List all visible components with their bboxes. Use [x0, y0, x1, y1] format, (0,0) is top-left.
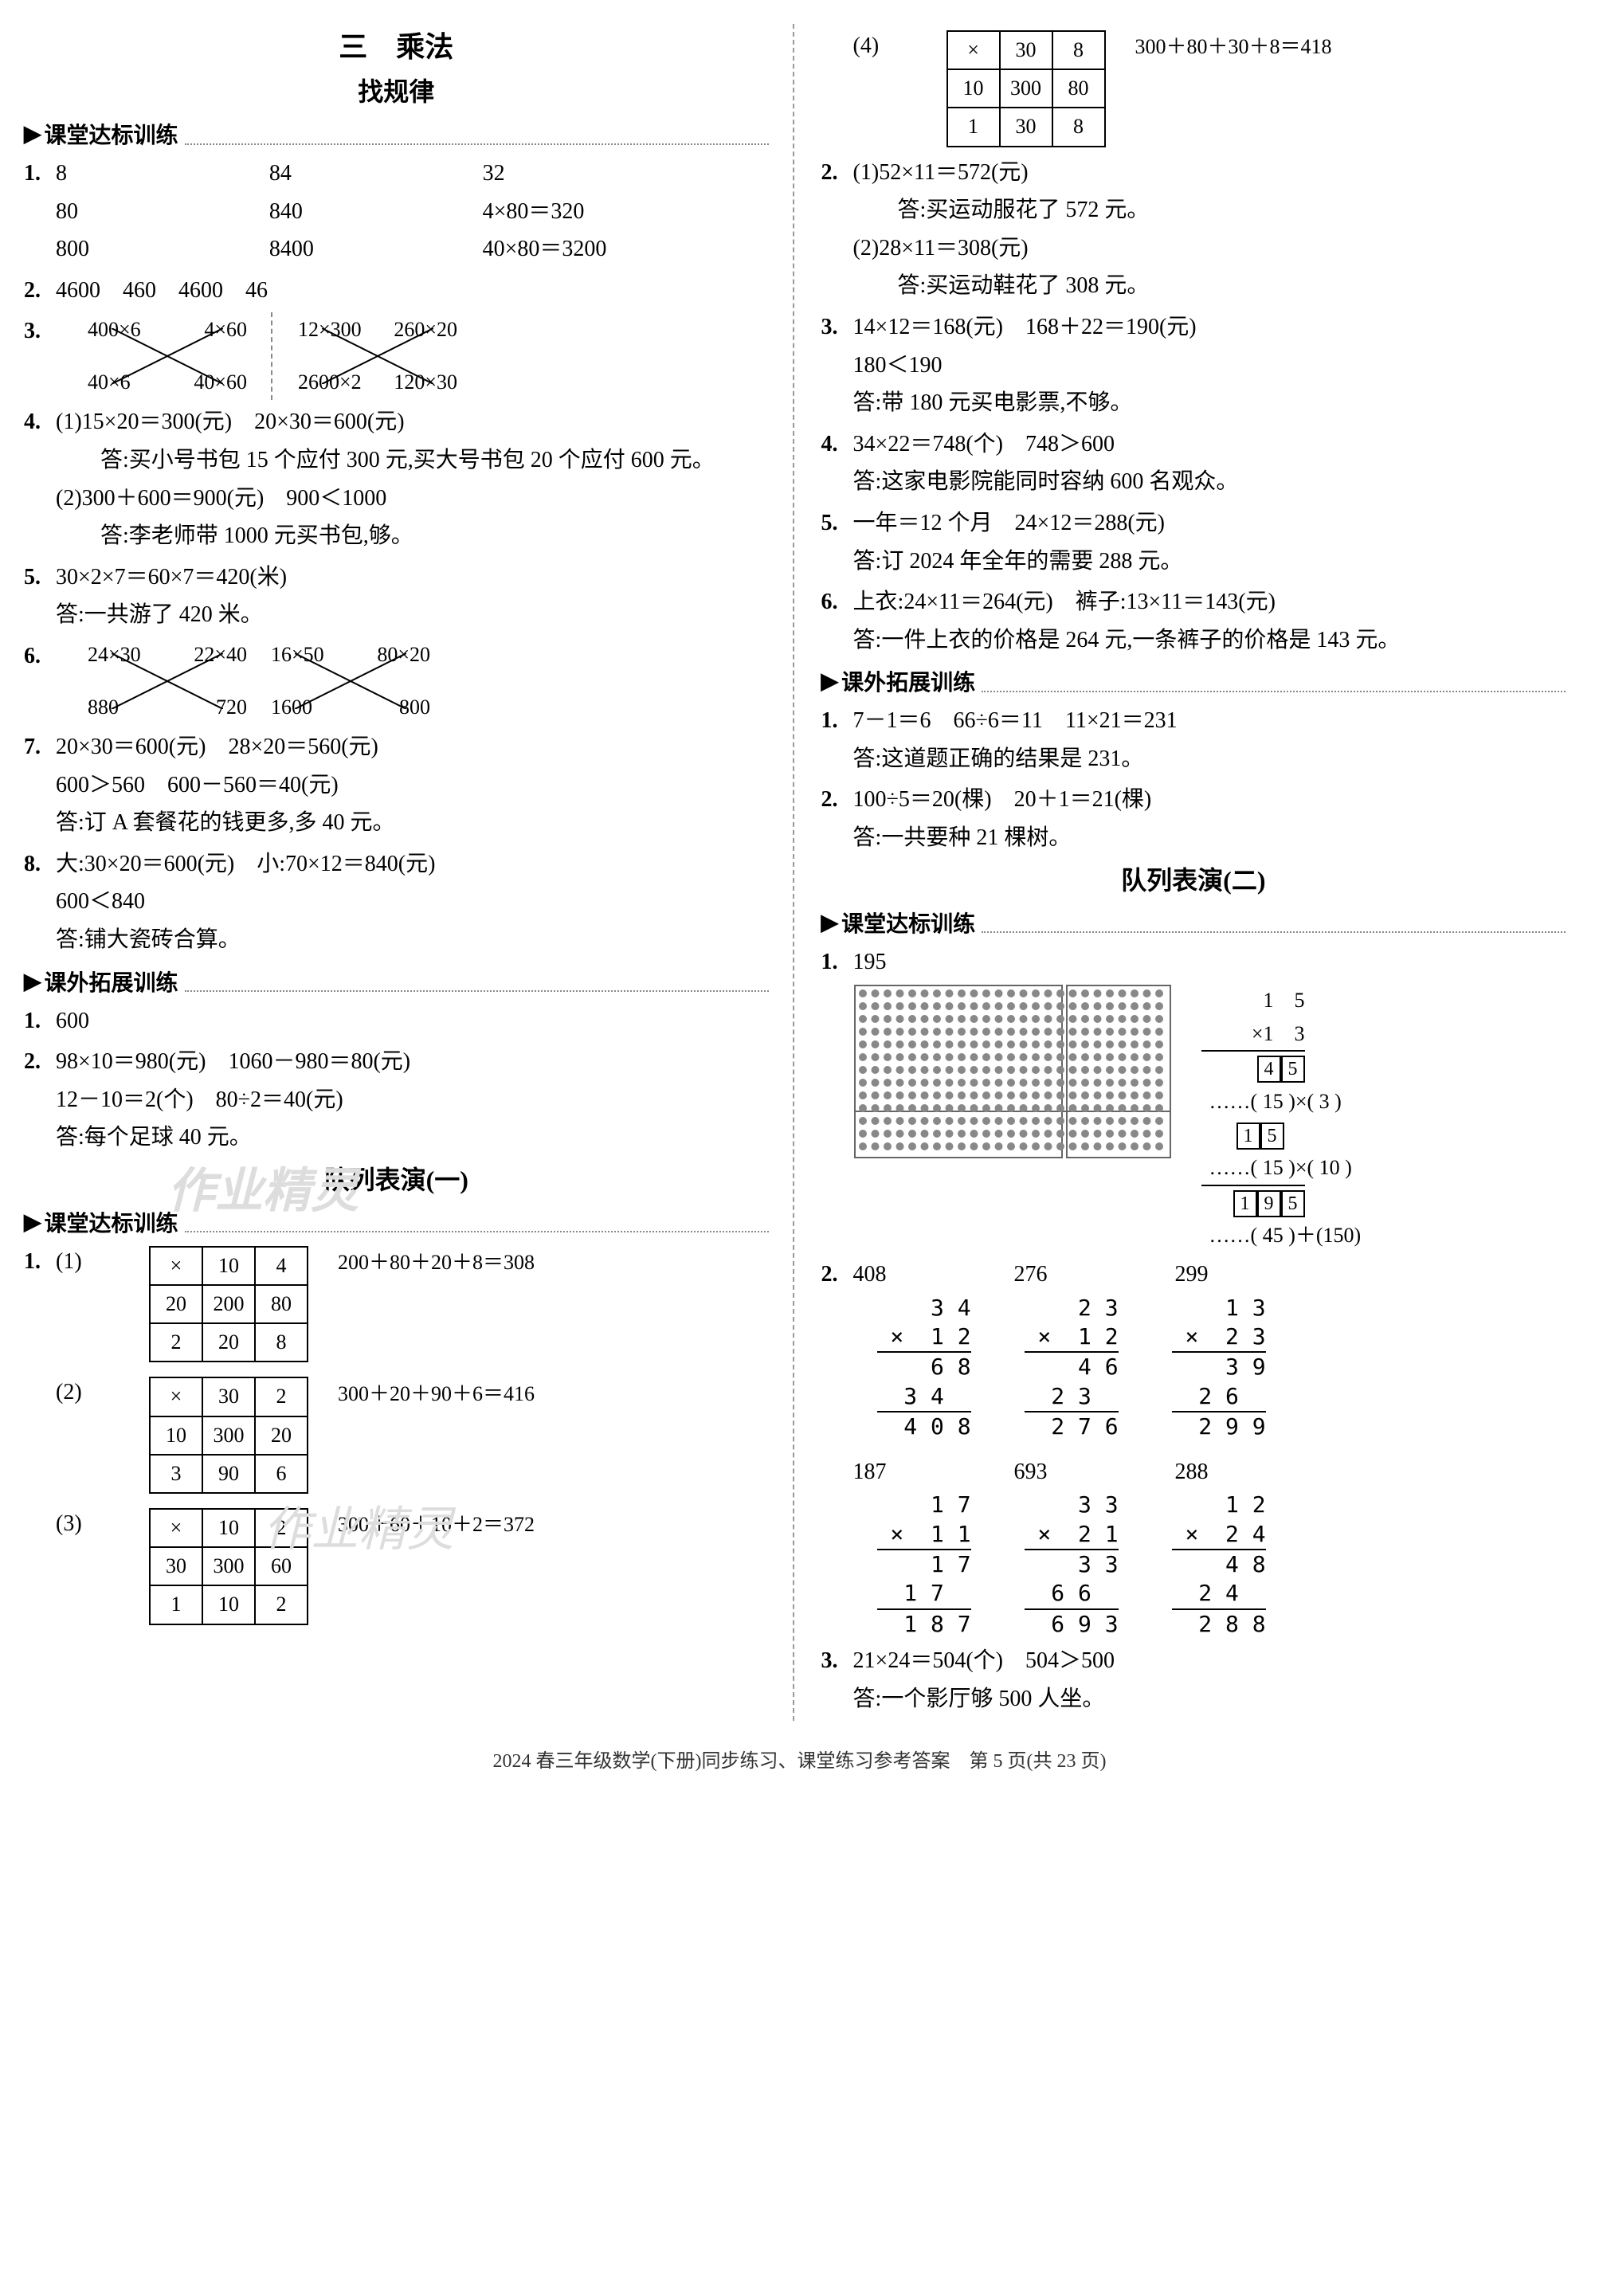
vertical-mult: 2 3 × 1 2 4 6 2 3 2 7 6 — [1025, 1294, 1119, 1442]
item-num: 1. — [24, 155, 56, 268]
subtitle: 找规律 — [24, 72, 769, 108]
table-eq: 200＋80＋20＋8＝308 — [338, 1245, 535, 1280]
kw2-content: 98×10＝980(元) 1060－980＝80(元) 12－10＝2(个) 8… — [56, 1043, 769, 1157]
watermark-icon: 作业精灵 — [167, 1152, 359, 1221]
dq1: 195 — [853, 943, 1566, 981]
kw1-content: 600 — [56, 1002, 769, 1040]
column-divider-icon — [793, 24, 798, 1721]
left-column: 三 乘法 找规律 ▶ 课堂达标训练 1. 88432 808404×80＝320… — [24, 24, 769, 1721]
arrow-icon: ▶ — [821, 668, 839, 695]
table-eq: 300＋80＋30＋8＝418 — [1135, 29, 1332, 65]
section-kewai-1: ▶ 课外拓展训练 — [24, 966, 769, 997]
mult-table-1: ×104 2020080 2208 — [149, 1246, 308, 1363]
arrow-icon: ▶ — [24, 968, 41, 995]
q3-cross-group: 400×6 4×60 40×6 40×60 12×300 260×20 2600… — [88, 312, 769, 400]
cross-diagram: 12×300 260×20 2600×2 120×30 — [298, 312, 457, 400]
arrow-icon: ▶ — [24, 120, 41, 147]
cross-diagram: 400×6 4×60 40×6 40×60 — [88, 312, 247, 400]
cross-lines-icon — [322, 328, 433, 384]
chapter-title: 三 乘法 — [24, 24, 769, 65]
q2-content: 4600 460 4600 46 — [56, 272, 769, 310]
rkw1: 7－1＝6 66÷6＝11 11×21＝231 答:这道题正确的结果是 231。 — [853, 702, 1566, 778]
vertical-mult: 1 7 × 1 1 1 7 1 7 1 8 7 — [877, 1491, 971, 1639]
rq6-content: 上衣:24×11＝264(元) 裤子:13×11＝143(元) 答:一件上衣的价… — [853, 583, 1566, 659]
cross-diagram: 16×50 80×20 1600 800 — [271, 637, 430, 725]
section-ketang-3: ▶ 课堂达标训练 — [821, 907, 1566, 938]
vertical-mult: 3 3 × 2 1 3 3 6 6 6 9 3 — [1025, 1491, 1119, 1639]
section-ketang-1: ▶ 课堂达标训练 — [24, 118, 769, 150]
section-label: 课外拓展训练 — [841, 665, 975, 697]
dot-array-icon — [853, 984, 1172, 1159]
rq4-content: 34×22＝748(个) 748＞600 答:这家电影院能同时容纳 600 名观… — [853, 425, 1566, 501]
vertical-mult-boxes: 1 5 ×1 3 45 ……( 15 )×( 3 ) 15 ……( 15 )×(… — [1201, 984, 1305, 1252]
cross-lines-icon — [295, 653, 406, 709]
arrow-icon: ▶ — [24, 1209, 41, 1236]
q8-content: 大:30×20＝600(元) 小:70×12＝840(元) 600＜840 答:… — [56, 845, 769, 959]
cross-lines-icon — [112, 328, 223, 384]
rq2-content: (1)52×11＝572(元) 答:买运动服花了 572 元。 (2)28×11… — [853, 154, 1566, 305]
q1-content: 88432 808404×80＝320 800840040×80＝3200 — [56, 155, 769, 268]
section-label: 课堂达标训练 — [45, 1206, 178, 1238]
dq2-content: 408 276 299 3 4 × 1 2 6 8 3 4 4 0 8 — [853, 1256, 1566, 1639]
section-label: 课堂达标训练 — [45, 118, 178, 150]
arrow-icon: ▶ — [821, 909, 839, 936]
dot-mult-work: 1 5 ×1 3 45 ……( 15 )×( 3 ) 15 ……( 15 )×(… — [821, 984, 1566, 1252]
section-label: 课外拓展训练 — [45, 966, 178, 997]
section-ketang-2: ▶ 课堂达标训练 — [24, 1206, 769, 1238]
page-footer: 2024 春三年级数学(下册)同步练习、课堂练习参考答案 第 5 页(共 23 … — [24, 1745, 1575, 1773]
subtitle-duilie2: 队列表演(二) — [821, 860, 1566, 897]
rq5-content: 一年＝12 个月 24×12＝288(元) 答:订 2024 年全年的需要 28… — [853, 504, 1566, 580]
watermark-icon: 作业精灵 — [263, 1489, 454, 1570]
q4-content: (1)15×20＝300(元) 20×30＝600(元) 答:买小号书包 15 … — [56, 403, 769, 554]
vertical-mult: 3 4 × 1 2 6 8 3 4 4 0 8 — [877, 1294, 971, 1442]
right-column: (4) ×308 1030080 1308 300＋80＋30＋8＝418 2.… — [821, 24, 1566, 1721]
rkw2: 100÷5＝20(棵) 20＋1＝21(棵) 答:一共要种 21 棵树。 — [853, 781, 1566, 856]
q6-cross-group: 24×30 22×40 880 720 16×50 80×20 1600 800 — [88, 637, 769, 725]
tables-content: (1) ×104 2020080 2208 200＋80＋20＋8＝308 (2… — [56, 1243, 769, 1628]
rq3-content: 14×12＝168(元) 168＋22＝190(元) 180＜190 答:带 1… — [853, 308, 1566, 422]
vertical-dash-icon — [271, 312, 274, 400]
table-eq: 300＋20＋90＋6＝416 — [338, 1377, 535, 1412]
q5-content: 30×2×7＝60×7＝420(米) 答:一共游了 420 米。 — [56, 558, 769, 634]
cross-lines-icon — [112, 653, 223, 709]
cross-diagram: 24×30 22×40 880 720 — [88, 637, 247, 725]
vertical-mult: 1 2 × 2 4 4 8 2 4 2 8 8 — [1172, 1491, 1266, 1639]
vertical-mult: 1 3 × 2 3 3 9 2 6 2 9 9 — [1172, 1294, 1266, 1442]
mult-table-4: ×308 1030080 1308 — [946, 30, 1106, 147]
mult-table-2: ×302 1030020 3906 — [149, 1377, 308, 1494]
q7-content: 20×30＝600(元) 28×20＝560(元) 600＞560 600－56… — [56, 728, 769, 842]
section-label: 课堂达标训练 — [841, 907, 975, 938]
dq3-content: 21×24＝504(个) 504＞500 答:一个影厅够 500 人坐。 — [853, 1642, 1566, 1718]
section-kewai-2: ▶ 课外拓展训练 — [821, 665, 1566, 697]
